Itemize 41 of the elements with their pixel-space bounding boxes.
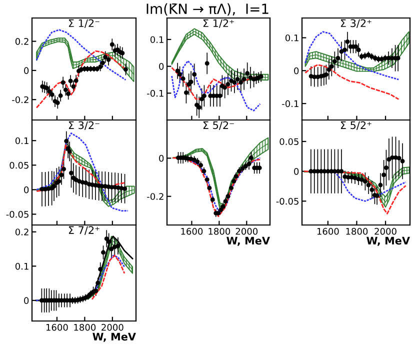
y-tick-label: 0 bbox=[159, 63, 164, 70]
chart-title: Σ 3/2⁻ bbox=[68, 121, 100, 130]
text: Im(K̄N → πΛ), I=1 bbox=[146, 3, 268, 16]
x-tick-label: 2000 bbox=[236, 228, 258, 235]
y-tick-label: 0 bbox=[24, 297, 29, 304]
y-tick-label: 0.1 bbox=[15, 262, 28, 270]
x-tick-label: 1800 bbox=[208, 228, 230, 235]
chart-title: Σ 1/2⁻ bbox=[68, 19, 100, 28]
y-tick-label: 0 bbox=[159, 154, 164, 162]
y-tick-label: -0.1 bbox=[147, 90, 164, 97]
y-tick-label: 0 bbox=[294, 67, 299, 74]
x-tick-label: 1800 bbox=[346, 228, 368, 235]
x-tick-label: 1800 bbox=[74, 324, 96, 331]
y-tick-label: 0.2 bbox=[15, 228, 28, 236]
x-tick-label: 1600 bbox=[46, 324, 68, 331]
y-tick-label: 0 bbox=[24, 186, 29, 194]
y-tick-label: -0.05 bbox=[6, 210, 28, 218]
x-tick-label: 2000 bbox=[102, 324, 124, 331]
y-tick-label: 0 bbox=[24, 67, 29, 74]
y-tick-label: -0.2 bbox=[147, 193, 164, 200]
y-tick-label: 0 bbox=[294, 168, 299, 175]
y-tick-label: 0.1 bbox=[150, 36, 164, 44]
y-tick-label: 0.05 bbox=[280, 138, 298, 146]
y-tick-label: -0.05 bbox=[276, 198, 298, 205]
x-axis-title: W, MeV bbox=[92, 332, 136, 342]
chart-title: Σ 5/2⁺ bbox=[340, 121, 372, 130]
x-tick-label: 1600 bbox=[181, 228, 203, 235]
y-tick-label: -0.1 bbox=[282, 100, 298, 108]
y-tick-label: 0.05 bbox=[10, 162, 28, 169]
y-tick-label: 0.2 bbox=[15, 38, 28, 45]
x-axis-title: W, MeV bbox=[226, 236, 270, 246]
x-tick-label: 1600 bbox=[317, 228, 339, 235]
chart-title: Σ 7/2⁺ bbox=[68, 226, 100, 235]
x-tick-label: 2000 bbox=[374, 228, 396, 235]
chart-title: Σ 3/2⁺ bbox=[340, 19, 372, 28]
y-tick-label: 0.1 bbox=[15, 137, 28, 144]
chart-title: Σ 5/2⁻ bbox=[203, 121, 234, 130]
chart-title: Σ 1/2⁺ bbox=[203, 19, 234, 28]
y-tick-label: -0.2 bbox=[12, 96, 28, 104]
y-tick-label: 0.1 bbox=[285, 34, 298, 42]
x-axis-title: W, MeV bbox=[366, 236, 410, 246]
